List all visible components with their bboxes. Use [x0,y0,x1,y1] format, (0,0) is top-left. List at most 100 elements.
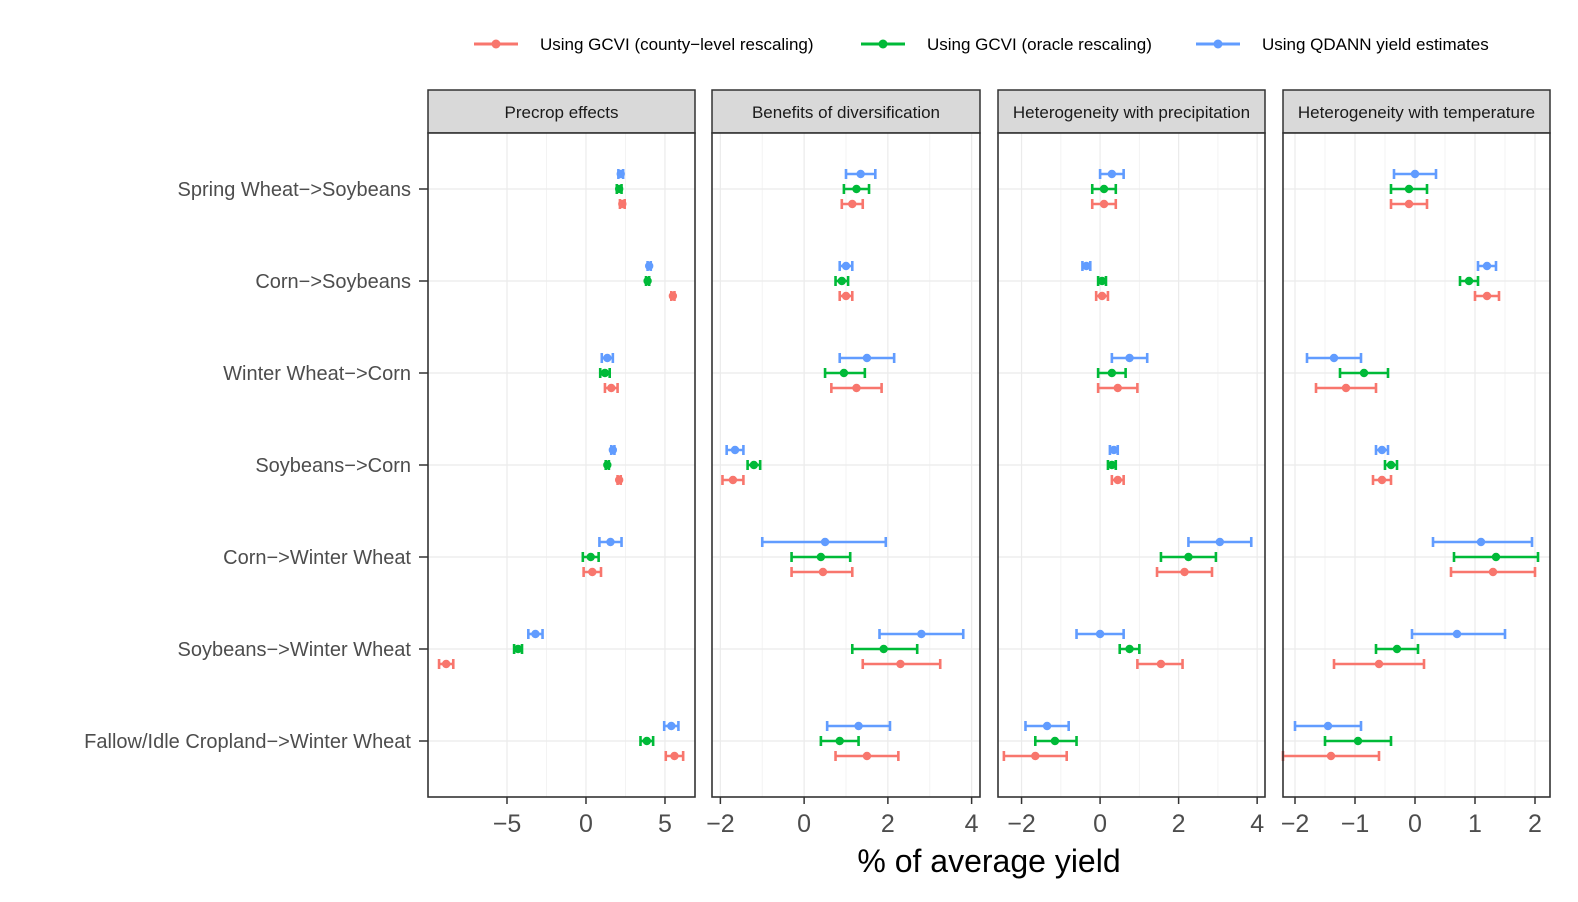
point-oracle [1464,276,1474,286]
point-county [1113,383,1122,393]
legend-dot-qdann [1213,39,1223,49]
x-tick-label: −2 [1281,810,1310,838]
point-county [1097,291,1107,301]
point-county [618,199,627,209]
point-oracle [1050,736,1060,746]
x-tick-label: 0 [1093,810,1107,838]
point-qdann [603,353,612,363]
point-qdann [1482,261,1492,271]
panel-border [997,132,1266,798]
point-county [441,659,451,669]
point-county [1031,751,1040,761]
panel-title: Benefits of diversification [752,103,940,122]
point-oracle [835,736,844,746]
x-axis-title: % of average yield [857,843,1120,879]
x-tick-label: 1 [1468,810,1482,838]
point-qdann [1215,537,1225,547]
point-county [728,475,738,485]
point-oracle [1125,644,1134,654]
y-label: Fallow/Idle Cropland−>Winter Wheat [84,731,411,753]
point-oracle [642,736,652,746]
point-county [818,567,828,577]
point-county [1404,199,1414,209]
point-county [1377,475,1387,485]
x-tick-label: −5 [493,810,522,838]
point-oracle [603,460,612,470]
x-tick-label: 5 [658,810,672,838]
point-oracle [600,368,610,378]
panel-title: Heterogeneity with temperature [1298,103,1535,122]
x-tick-label: −2 [706,810,735,838]
point-county [1374,659,1384,669]
point-qdann [1476,537,1486,547]
panel-title: Precrop effects [504,103,618,122]
panel-2: Heterogeneity with precipitation −2 0 2 4 [997,89,1266,838]
x-tick-label: 4 [1250,810,1264,838]
point-oracle [513,644,523,654]
panel-strip [1282,89,1551,134]
panel-1: Benefits of diversification −2 0 2 4 [706,89,981,838]
point-county [862,751,872,761]
point-county [896,659,905,669]
legend-label-oracle: Using GCVI (oracle rescaling) [927,35,1152,54]
point-county [1326,751,1336,761]
legend: Using GCVI (county−level rescaling) Using… [474,35,1489,54]
y-label: Soybeans−>Corn [255,455,411,477]
x-tick-label: −2 [1007,810,1036,838]
point-oracle [749,460,759,470]
point-qdann [531,629,540,639]
point-county [1488,567,1498,577]
point-oracle [1107,460,1117,470]
point-qdann [1410,169,1420,179]
point-oracle [839,368,849,378]
point-qdann [644,261,654,271]
point-qdann [608,445,618,455]
x-tick-label: 0 [579,810,593,838]
panel-border [1282,132,1551,798]
panel-0: Precrop effects −5 0 5 [427,89,696,838]
point-qdann [616,169,625,179]
point-oracle [837,276,847,286]
legend-dot-county [491,39,501,49]
point-county [1156,659,1166,669]
legend-dot-oracle [878,39,888,49]
point-qdann [1042,721,1052,731]
point-county [670,751,679,761]
y-label: Winter Wheat−>Corn [223,363,411,385]
point-oracle [852,184,861,194]
point-oracle [1107,368,1117,378]
x-tick-label: −1 [1341,810,1370,838]
point-oracle [1353,736,1363,746]
point-qdann [667,721,676,731]
point-county [588,567,597,577]
panel-strip [711,89,981,134]
point-county [1341,383,1351,393]
point-county [1113,475,1122,485]
point-qdann [854,721,863,731]
point-oracle [586,552,595,562]
point-oracle [1392,644,1402,654]
point-county [841,291,851,301]
panel-strip [427,89,696,134]
point-qdann [917,629,926,639]
point-qdann [1095,629,1105,639]
panels: Precrop effects −5 0 5 Benefits of diversifi… [427,89,1551,838]
point-qdann [1107,169,1117,179]
point-qdann [730,445,740,455]
point-county [607,383,616,393]
y-label: Corn−>Winter Wheat [223,547,411,569]
panel-title: Heterogeneity with precipitation [1013,103,1250,122]
point-county [1482,291,1492,301]
point-qdann [820,537,830,547]
point-oracle [1099,184,1109,194]
point-oracle [1491,552,1501,562]
point-qdann [1125,353,1134,363]
x-tick-label: 0 [1408,810,1422,838]
x-tick-label: 0 [797,810,811,838]
y-label: Soybeans−>Winter Wheat [178,639,412,661]
point-qdann [1329,353,1339,363]
panel-border [711,132,981,798]
point-county [614,475,624,485]
point-county [852,383,861,393]
